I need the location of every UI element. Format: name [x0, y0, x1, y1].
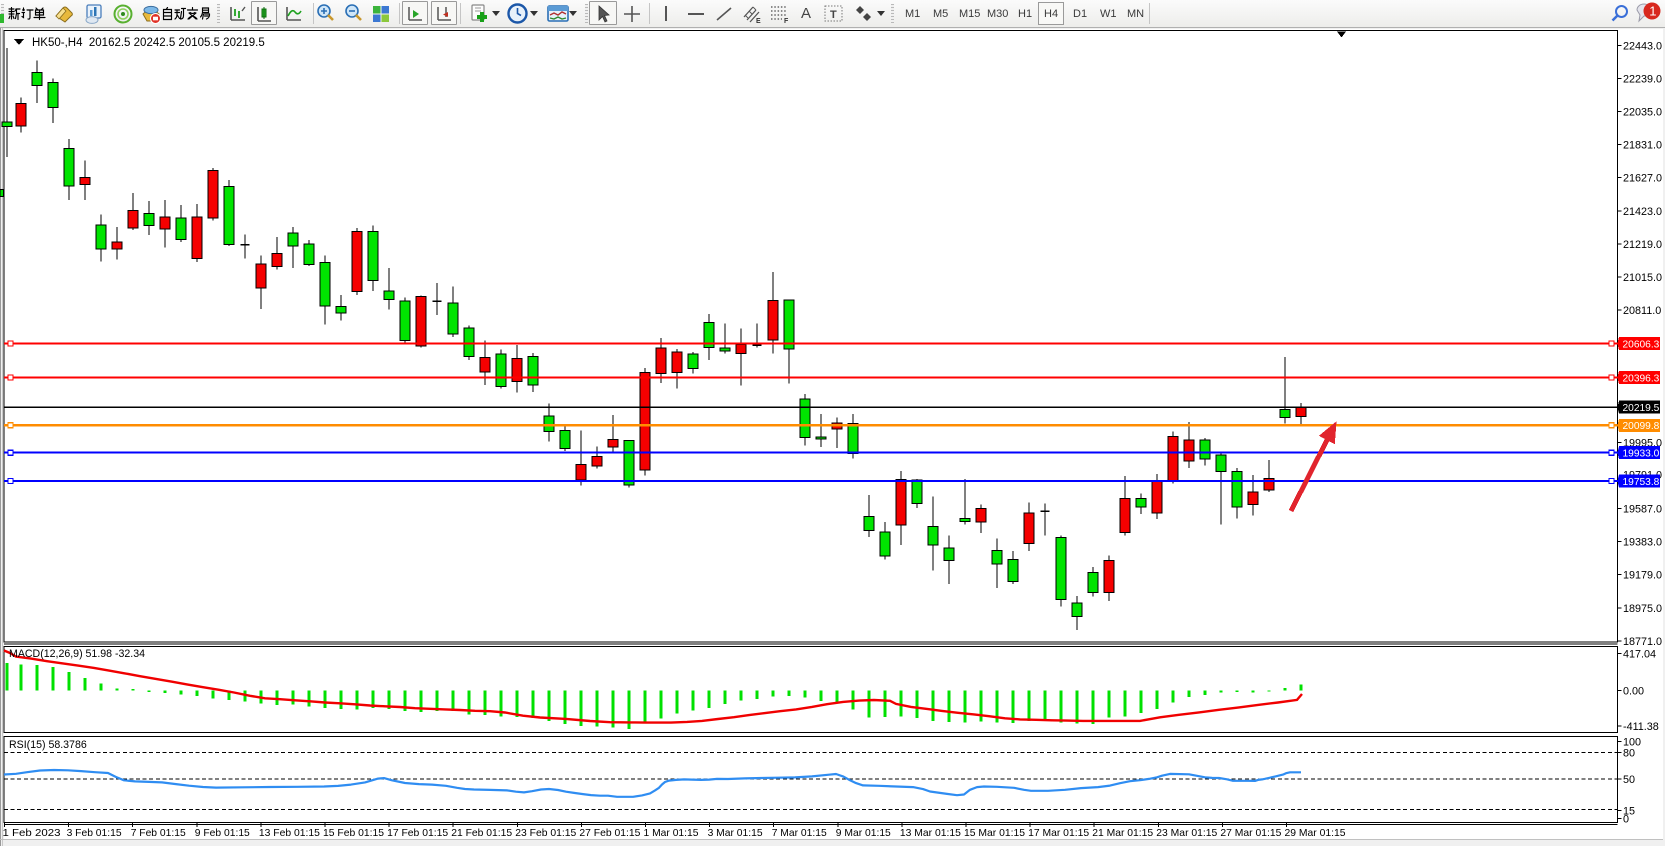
svg-text:17 Feb 01:15: 17 Feb 01:15 — [387, 827, 448, 839]
svg-text:3 Feb 01:15: 3 Feb 01:15 — [67, 827, 122, 839]
svg-text:20219.5: 20219.5 — [1623, 403, 1660, 414]
svg-text:13 Mar 01:15: 13 Mar 01:15 — [900, 827, 961, 839]
svg-text:22443.0: 22443.0 — [1623, 40, 1662, 52]
svg-text:19383.0: 19383.0 — [1623, 537, 1662, 549]
svg-text:18975.0: 18975.0 — [1623, 603, 1662, 615]
svg-text:1 Mar 01:15: 1 Mar 01:15 — [644, 827, 699, 839]
svg-text:23 Feb 01:15: 23 Feb 01:15 — [515, 827, 576, 839]
svg-text:F: F — [784, 18, 789, 25]
svg-text:15 Mar 01:15: 15 Mar 01:15 — [964, 827, 1025, 839]
svg-text:E: E — [756, 18, 761, 25]
svg-text:23 Mar 01:15: 23 Mar 01:15 — [1156, 827, 1217, 839]
svg-text:27 Mar 01:15: 27 Mar 01:15 — [1220, 827, 1281, 839]
svg-text:1 Feb 2023: 1 Feb 2023 — [3, 827, 61, 839]
svg-text:21831.0: 21831.0 — [1623, 140, 1662, 152]
svg-text:21423.0: 21423.0 — [1623, 206, 1662, 218]
svg-text:9 Feb 01:15: 9 Feb 01:15 — [195, 827, 250, 839]
svg-text:29 Mar 01:15: 29 Mar 01:15 — [1285, 827, 1346, 839]
svg-text:0: 0 — [1623, 814, 1629, 826]
svg-text:13 Feb 01:15: 13 Feb 01:15 — [259, 827, 320, 839]
svg-text:22239.0: 22239.0 — [1623, 73, 1662, 85]
svg-text:HK50-,H4 20162.5 20242.5 2010: HK50-,H4 20162.5 20242.5 20105.5 20219.5 — [32, 37, 265, 49]
svg-text:15: 15 — [1623, 805, 1635, 817]
svg-text:19933.0: 19933.0 — [1623, 449, 1660, 460]
svg-text:21 Feb 01:15: 21 Feb 01:15 — [451, 827, 512, 839]
svg-text:7 Feb 01:15: 7 Feb 01:15 — [131, 827, 186, 839]
svg-text:0.00: 0.00 — [1623, 686, 1644, 698]
svg-text:22035.0: 22035.0 — [1623, 107, 1662, 119]
svg-text:20811.0: 20811.0 — [1623, 305, 1661, 317]
svg-text:417.04: 417.04 — [1623, 649, 1656, 661]
svg-text:T: T — [830, 9, 837, 21]
svg-text:27 Feb 01:15: 27 Feb 01:15 — [579, 827, 640, 839]
svg-text:-411.38: -411.38 — [1623, 721, 1659, 733]
svg-text:17 Mar 01:15: 17 Mar 01:15 — [1028, 827, 1089, 839]
svg-text:21 Mar 01:15: 21 Mar 01:15 — [1092, 827, 1153, 839]
svg-text:100: 100 — [1623, 737, 1641, 749]
svg-text:19179.0: 19179.0 — [1623, 570, 1662, 582]
svg-text:20099.8: 20099.8 — [1623, 421, 1660, 432]
svg-text:20606.3: 20606.3 — [1623, 339, 1660, 350]
svg-text:21219.0: 21219.0 — [1623, 239, 1662, 251]
svg-text:19587.0: 19587.0 — [1623, 504, 1662, 516]
svg-text:20396.3: 20396.3 — [1623, 373, 1660, 384]
svg-text:MACD(12,26,9) 51.98 -32.34: MACD(12,26,9) 51.98 -32.34 — [9, 648, 145, 660]
svg-text:50: 50 — [1623, 774, 1635, 786]
svg-text:21627.0: 21627.0 — [1623, 173, 1662, 185]
svg-text:7 Mar 01:15: 7 Mar 01:15 — [772, 827, 827, 839]
svg-text:1: 1 — [1649, 4, 1656, 19]
svg-text:RSI(15) 58.3786: RSI(15) 58.3786 — [9, 739, 87, 751]
svg-text:18771.0: 18771.0 — [1623, 636, 1662, 648]
svg-text:15 Feb 01:15: 15 Feb 01:15 — [323, 827, 384, 839]
svg-text:3 Mar 01:15: 3 Mar 01:15 — [708, 827, 763, 839]
svg-text:19753.8: 19753.8 — [1623, 477, 1660, 488]
svg-text:9 Mar 01:15: 9 Mar 01:15 — [836, 827, 891, 839]
svg-text:21015.0: 21015.0 — [1623, 272, 1662, 284]
svg-text:80: 80 — [1623, 748, 1635, 760]
